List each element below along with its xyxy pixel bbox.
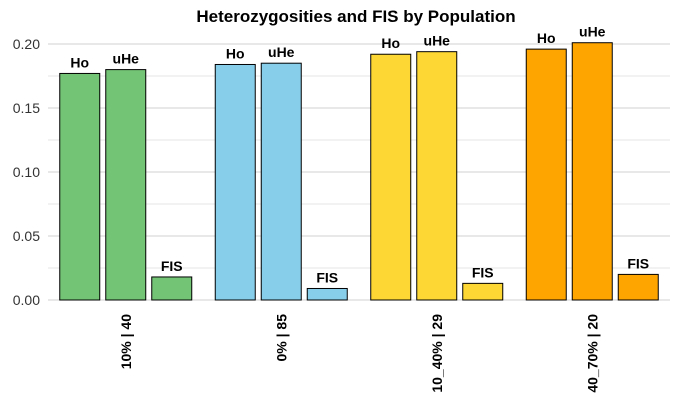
y-tick-label: 0.10 bbox=[13, 164, 40, 180]
y-tick-label: 0.15 bbox=[13, 100, 40, 116]
bar-uhe bbox=[416, 51, 458, 301]
bars: Ho uHe FIS Ho uHe FIS Ho uHe FIS Ho uHe FIS bbox=[59, 24, 659, 301]
bar-fis bbox=[462, 282, 504, 301]
bar-ho bbox=[370, 53, 412, 301]
bar-label: uHe bbox=[424, 33, 451, 49]
y-tick-label: 0.20 bbox=[13, 36, 40, 52]
bar-label: Ho bbox=[537, 30, 556, 46]
chart-title: Heterozygosities and FIS by Population bbox=[196, 7, 515, 26]
bar-uhe bbox=[260, 62, 302, 301]
x-tick-label: 10% | 40 bbox=[118, 314, 134, 370]
gridlines bbox=[48, 43, 670, 301]
y-tick-label: 0.05 bbox=[13, 228, 40, 244]
x-tick-label: 40_70% | 20 bbox=[584, 314, 600, 393]
y-tick-label: 0.00 bbox=[13, 292, 40, 308]
x-axis: 10% | 40 0% | 85 10_40% | 29 40_70% | 20 bbox=[118, 314, 601, 393]
bar-label: FIS bbox=[161, 258, 183, 274]
bar-ho bbox=[59, 72, 101, 301]
bar-label: uHe bbox=[113, 51, 140, 67]
bar-ho bbox=[525, 48, 567, 301]
y-axis: 0.00 0.05 0.10 0.15 0.20 bbox=[13, 36, 40, 308]
bar-fis bbox=[151, 276, 193, 301]
bar-label: Ho bbox=[381, 35, 400, 51]
bar-fis bbox=[306, 287, 348, 301]
bar-label: Ho bbox=[70, 54, 89, 70]
bar-fis bbox=[617, 273, 659, 301]
x-tick-label: 10_40% | 29 bbox=[429, 314, 445, 393]
bar-label: uHe bbox=[268, 44, 295, 60]
bar-label: FIS bbox=[472, 264, 494, 280]
x-tick-label: 0% | 85 bbox=[273, 314, 289, 362]
bar-label: FIS bbox=[316, 269, 338, 285]
bar-uhe bbox=[105, 69, 147, 301]
bar-label: Ho bbox=[226, 45, 245, 61]
bar-ho bbox=[214, 63, 256, 301]
bar-uhe bbox=[571, 42, 613, 301]
bar-label: FIS bbox=[627, 255, 649, 271]
bar-label: uHe bbox=[579, 24, 606, 40]
